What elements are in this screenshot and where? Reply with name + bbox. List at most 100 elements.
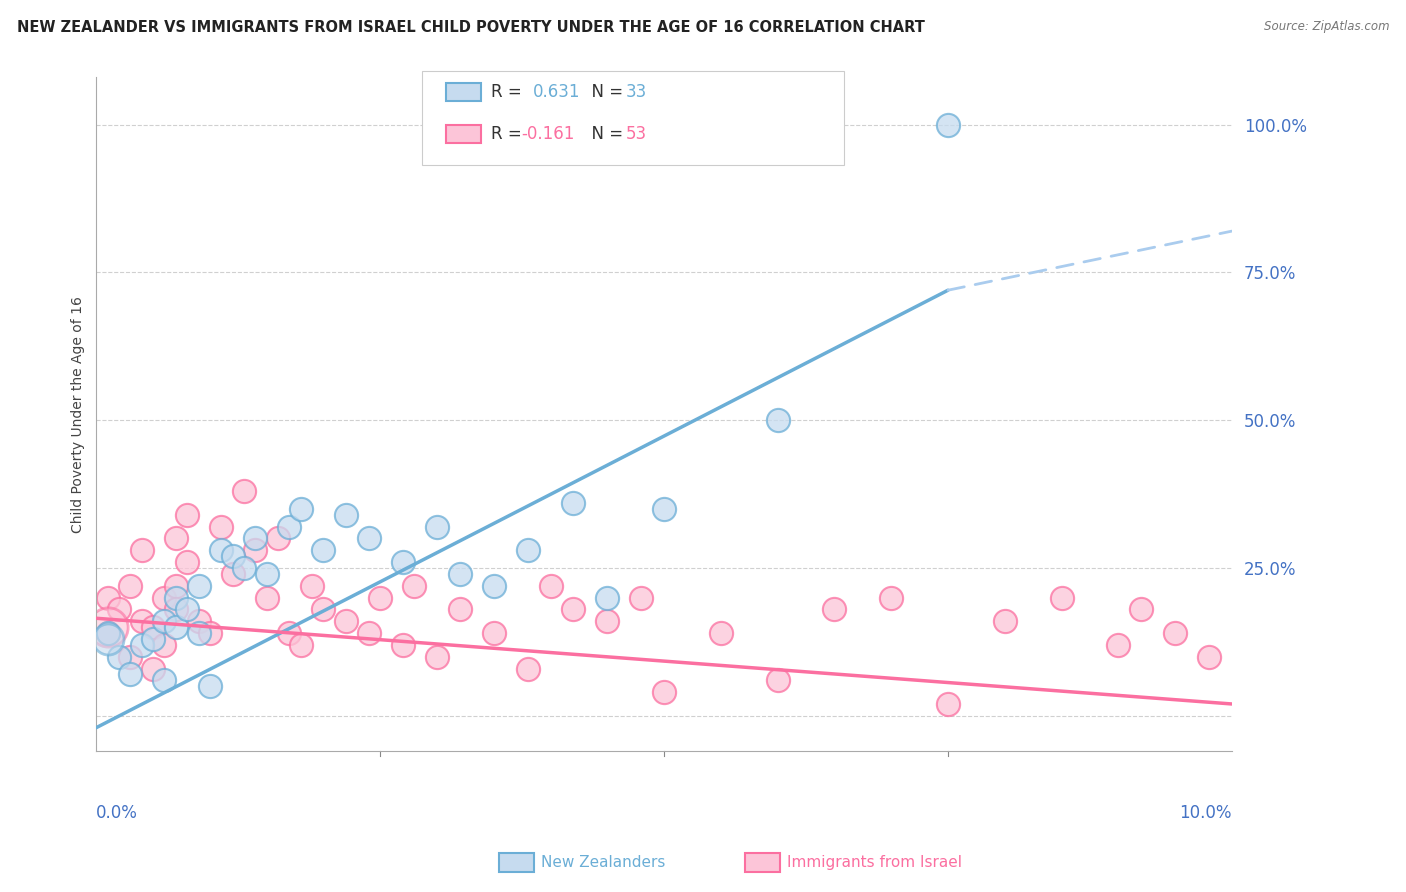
Point [596,591,619,605]
Point [142,661,165,675]
Point [120,579,142,593]
Point [630,591,652,605]
Text: Immigrants from Israel: Immigrants from Israel [787,855,962,870]
Point [165,579,187,593]
Point [562,496,585,510]
Point [516,661,538,675]
Text: N =: N = [581,125,628,143]
Point [131,638,153,652]
Point [290,502,312,516]
Point [449,566,471,581]
Point [120,667,142,681]
Point [482,626,505,640]
Point [540,579,562,593]
Point [108,602,131,616]
Point [766,673,789,688]
Point [165,620,187,634]
Point [221,549,243,564]
Point [1198,649,1220,664]
Point [245,532,267,546]
Point [335,508,357,522]
Point [187,579,209,593]
Point [153,591,176,605]
Text: -0.161: -0.161 [522,125,575,143]
Point [108,649,131,664]
Point [165,602,187,616]
Point [710,626,733,640]
Point [823,602,845,616]
Point [1050,591,1073,605]
Point [176,555,198,569]
Point [1164,626,1187,640]
Point [209,519,232,533]
Text: New Zealanders: New Zealanders [541,855,665,870]
Point [652,685,675,699]
Point [562,602,585,616]
Point [278,626,301,640]
Point [392,638,415,652]
Point [198,679,221,693]
Point [97,620,120,634]
Text: 53: 53 [626,125,647,143]
Point [368,591,391,605]
Point [335,614,357,628]
Text: N =: N = [581,83,628,101]
Point [165,532,187,546]
Text: 10.0%: 10.0% [1180,805,1232,822]
Point [482,579,505,593]
Point [256,591,278,605]
Point [176,508,198,522]
Point [357,626,380,640]
Point [209,543,232,558]
Point [994,614,1017,628]
Point [936,697,959,711]
Point [97,632,120,646]
Point [404,579,426,593]
Point [652,502,675,516]
Point [142,632,165,646]
Text: 33: 33 [626,83,647,101]
Text: 0.0%: 0.0% [97,805,138,822]
Point [357,532,380,546]
Point [153,673,176,688]
Point [233,484,256,499]
Point [187,626,209,640]
Point [176,602,198,616]
Point [153,614,176,628]
Point [153,638,176,652]
Point [290,638,312,652]
Point [131,614,153,628]
Point [392,555,415,569]
Point [198,626,221,640]
Point [120,649,142,664]
Point [256,566,278,581]
Point [278,519,301,533]
Point [880,591,903,605]
Point [97,626,120,640]
Point [312,543,335,558]
Point [426,649,449,664]
Point [766,413,789,427]
Point [596,614,619,628]
Point [97,626,120,640]
Point [312,602,335,616]
Point [449,602,471,616]
Text: 0.631: 0.631 [533,83,581,101]
Point [142,620,165,634]
Point [426,519,449,533]
Point [187,614,209,628]
Text: NEW ZEALANDER VS IMMIGRANTS FROM ISRAEL CHILD POVERTY UNDER THE AGE OF 16 CORREL: NEW ZEALANDER VS IMMIGRANTS FROM ISRAEL … [17,20,925,35]
Point [936,118,959,132]
Y-axis label: Child Poverty Under the Age of 16: Child Poverty Under the Age of 16 [72,296,86,533]
Text: Source: ZipAtlas.com: Source: ZipAtlas.com [1264,20,1389,33]
Point [97,591,120,605]
Point [165,591,187,605]
Point [221,566,243,581]
Point [267,532,290,546]
Text: R =: R = [491,125,527,143]
Point [301,579,323,593]
Point [131,543,153,558]
Point [1107,638,1129,652]
Text: R =: R = [491,83,527,101]
Point [516,543,538,558]
